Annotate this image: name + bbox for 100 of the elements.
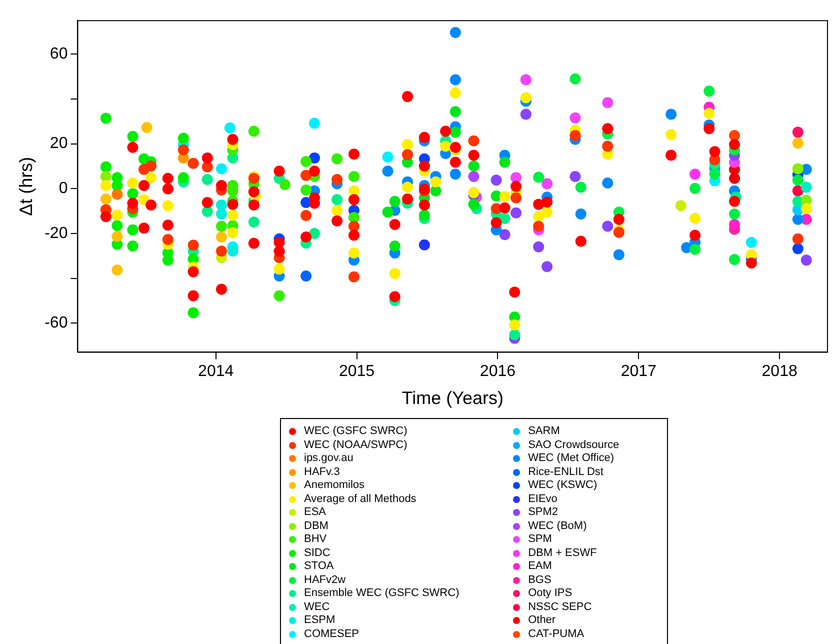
- point: [418, 160, 430, 172]
- x-tick-label: 2015: [338, 363, 375, 380]
- point: [188, 307, 199, 318]
- legend-label: ESPM: [304, 614, 336, 628]
- legend-label: Average of all Methods: [304, 492, 416, 506]
- legend-label: WEC (GSFC SWRC): [304, 425, 408, 438]
- point: [499, 190, 510, 202]
- point: [146, 160, 157, 172]
- legend-label: WEC (Met Office): [528, 452, 614, 466]
- legend-label: Ooty IPS: [528, 587, 572, 600]
- legend-label: Ensemble WEC (GSFC SWRC): [304, 587, 460, 600]
- point: [146, 172, 157, 184]
- point: [533, 241, 544, 252]
- point: [690, 212, 701, 224]
- point: [520, 74, 532, 86]
- point: [382, 152, 394, 163]
- point: [402, 193, 414, 204]
- point: [188, 158, 199, 169]
- legend-label: ESA: [304, 506, 326, 520]
- point: [112, 220, 123, 232]
- legend-label: HAFv.3: [304, 466, 340, 479]
- point: [100, 211, 112, 222]
- point: [402, 149, 414, 160]
- point: [675, 200, 686, 212]
- point: [792, 138, 804, 149]
- x-tick-label: 2018: [762, 363, 798, 380]
- point: [216, 163, 227, 174]
- legend-label: WEC (NOAA/SWPC): [304, 438, 408, 452]
- point: [402, 139, 414, 150]
- point: [162, 234, 174, 245]
- point: [348, 148, 360, 160]
- point: [800, 254, 812, 266]
- point: [227, 198, 238, 210]
- point: [450, 87, 461, 98]
- legend-label: COMESEP: [304, 628, 360, 641]
- point: [227, 246, 238, 257]
- point: [418, 132, 430, 143]
- legend-label: DBM + ESWF: [528, 546, 597, 560]
- point: [746, 258, 757, 269]
- point: [382, 166, 394, 177]
- point: [575, 236, 586, 247]
- point: [690, 182, 701, 194]
- point: [440, 140, 452, 152]
- point: [613, 214, 624, 225]
- point: [141, 122, 152, 133]
- point: [746, 236, 757, 248]
- legend-label: SARM: [528, 425, 560, 438]
- point: [308, 228, 320, 239]
- point: [510, 192, 522, 204]
- point: [542, 178, 553, 190]
- point: [728, 130, 740, 142]
- point: [468, 187, 480, 198]
- point: [450, 26, 461, 38]
- point: [533, 172, 544, 183]
- y-tick-label: 60: [50, 46, 68, 63]
- point: [450, 156, 461, 168]
- point: [216, 199, 227, 210]
- point: [308, 118, 320, 129]
- point: [490, 174, 502, 186]
- point: [162, 220, 174, 231]
- point: [728, 139, 740, 150]
- point: [112, 210, 123, 221]
- y-tick-label: -60: [44, 314, 68, 332]
- point: [570, 112, 581, 124]
- point: [792, 174, 804, 186]
- point: [100, 112, 112, 124]
- point: [499, 229, 510, 240]
- point: [279, 179, 290, 190]
- point: [430, 176, 442, 188]
- legend-label: SPM2: [528, 506, 558, 520]
- point: [112, 188, 123, 200]
- point: [188, 290, 199, 302]
- x-axis-title: Time (Years): [402, 388, 504, 408]
- point: [468, 135, 480, 146]
- point: [570, 73, 581, 84]
- point: [248, 238, 260, 249]
- point: [227, 210, 238, 221]
- point: [100, 171, 112, 182]
- point: [300, 232, 312, 243]
- legend-label: CAT-PUMA: [528, 628, 584, 641]
- x-tick-label: 2017: [620, 363, 657, 380]
- legend-label: Anemomilos: [304, 479, 365, 492]
- point: [570, 171, 581, 182]
- point: [127, 240, 138, 252]
- point: [332, 215, 343, 226]
- point: [274, 264, 285, 275]
- point: [100, 193, 112, 204]
- point: [332, 204, 343, 216]
- point: [138, 194, 150, 206]
- point: [418, 199, 430, 210]
- point: [348, 171, 360, 182]
- y-axis-title: Δt (hrs): [16, 156, 36, 216]
- point: [690, 230, 701, 241]
- point: [602, 178, 614, 189]
- point: [575, 182, 586, 193]
- point: [728, 196, 740, 207]
- point: [510, 207, 522, 218]
- point: [348, 271, 360, 282]
- point: [542, 206, 553, 218]
- point: [509, 319, 520, 330]
